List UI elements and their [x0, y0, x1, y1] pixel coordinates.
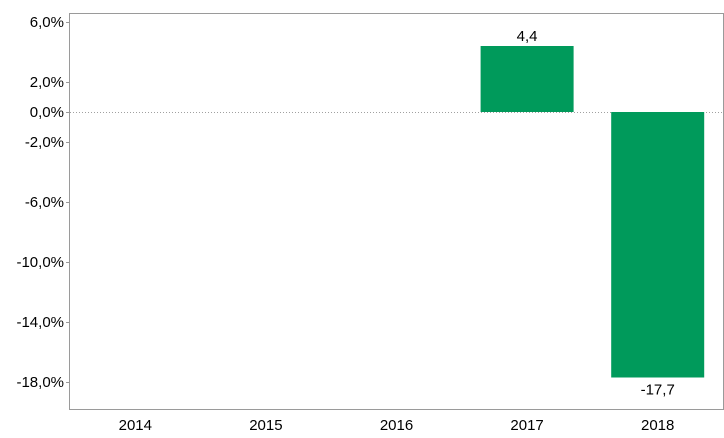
y-tick-label: 0,0%: [30, 104, 64, 121]
data-labels-layer: 4,4 -17,7: [517, 28, 675, 399]
bar-2018: [611, 112, 705, 378]
x-tick-label: 2018: [641, 417, 674, 433]
bar-2017: [480, 46, 574, 112]
y-tick-label: -10,0%: [16, 254, 64, 271]
data-label-2018: -17,7: [641, 382, 675, 399]
data-label-2017: 4,4: [517, 28, 538, 45]
y-tick-label: 6,0%: [30, 14, 64, 31]
y-tick-label: -2,0%: [25, 134, 64, 151]
y-tick-label: -18,0%: [16, 374, 64, 391]
bars-layer: [70, 46, 723, 378]
x-tick-label: 2016: [380, 417, 413, 433]
y-axis: 6,0% 2,0% 0,0% -2,0% -6,0% -10,0% -14,0% -18,0%: [16, 14, 70, 391]
x-tick-label: 2014: [119, 417, 152, 433]
x-tick-label: 2015: [249, 417, 282, 433]
y-tick-label: -6,0%: [25, 194, 64, 211]
y-tick-label: -14,0%: [16, 314, 64, 331]
x-tick-label: 2017: [510, 417, 543, 433]
y-tick-label: 2,0%: [30, 74, 64, 91]
x-axis: 2014 2015 2016 2017 2018: [119, 417, 675, 434]
